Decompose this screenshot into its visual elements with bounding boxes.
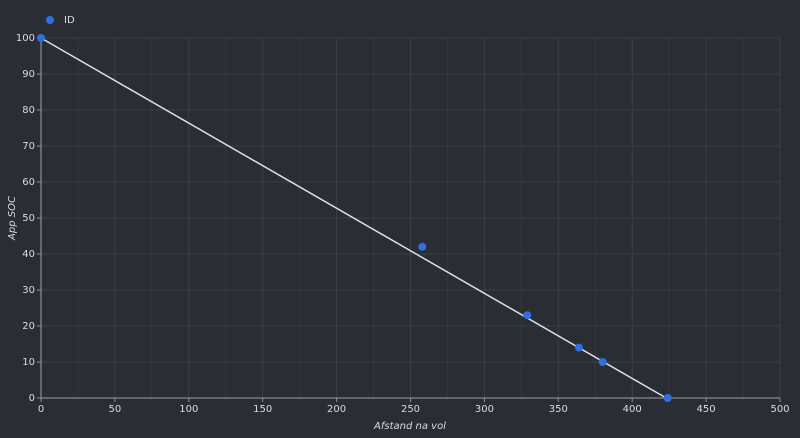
y-axis-title: App SOC xyxy=(7,196,18,241)
x-tick-label: 400 xyxy=(623,404,642,415)
y-tick-label: 10 xyxy=(22,357,35,368)
x-tick-label: 450 xyxy=(697,404,716,415)
x-tick-label: 50 xyxy=(109,404,122,415)
x-tick-label: 0 xyxy=(38,404,44,415)
y-tick-label: 40 xyxy=(22,249,35,260)
y-tick-label: 30 xyxy=(22,285,35,296)
x-tick-label: 300 xyxy=(475,404,494,415)
point xyxy=(574,343,583,352)
y-tick-label: 60 xyxy=(22,177,35,188)
point xyxy=(663,394,672,402)
point xyxy=(523,311,532,320)
legend-label: ID xyxy=(64,15,75,26)
y-tick-label: 50 xyxy=(22,213,35,224)
point xyxy=(37,34,45,42)
x-axis-title: Afstand na vol xyxy=(373,421,446,432)
y-tick-label: 20 xyxy=(22,321,35,332)
x-tick-label: 150 xyxy=(253,404,272,415)
point xyxy=(598,358,607,366)
point xyxy=(418,242,427,251)
y-tick-label: 0 xyxy=(29,393,35,404)
x-tick-label: 350 xyxy=(549,404,568,415)
x-tick-label: 250 xyxy=(401,404,420,415)
x-tick-label: 100 xyxy=(179,404,198,415)
y-tick-label: 100 xyxy=(16,33,35,44)
y-tick-label: 80 xyxy=(22,105,35,116)
y-tick-label: 90 xyxy=(22,69,35,80)
legend-marker xyxy=(46,16,54,24)
trend-line xyxy=(40,37,667,399)
x-tick-label: 200 xyxy=(327,404,346,415)
y-tick-label: 70 xyxy=(22,141,35,152)
x-tick-label: 500 xyxy=(770,404,789,415)
